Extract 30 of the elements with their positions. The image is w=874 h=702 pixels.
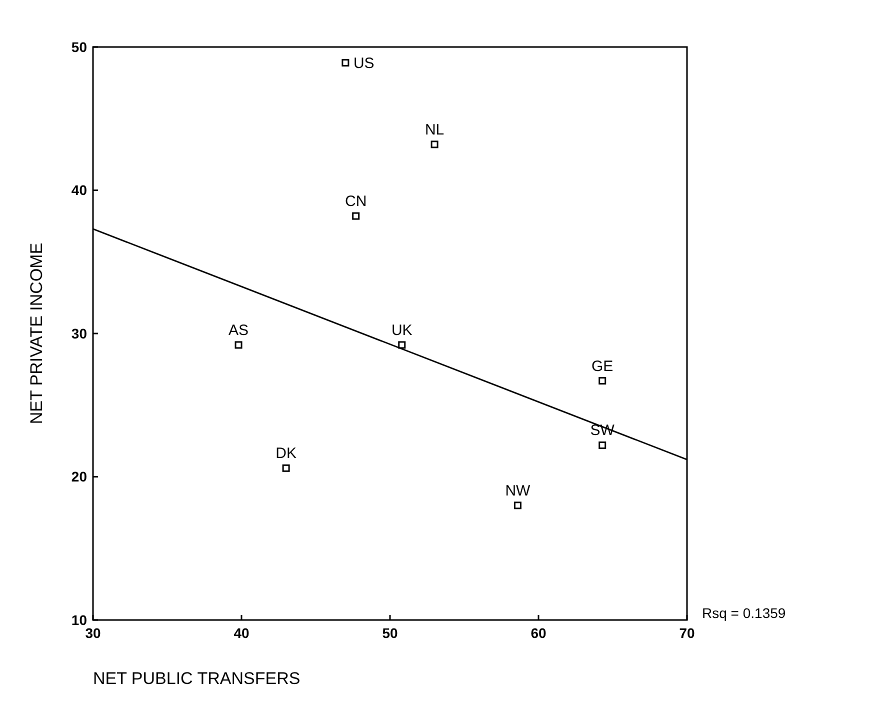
- y-tick-label: 30: [71, 325, 88, 342]
- x-tick-label: 40: [234, 625, 250, 641]
- text: Rsq = 0.1359: [702, 605, 786, 621]
- annotation: GE: [592, 358, 614, 375]
- annotation: NL: [424, 121, 444, 138]
- annotation: UK: [391, 322, 412, 339]
- annotation: NW: [505, 482, 532, 500]
- x-tick-label: 60: [530, 625, 546, 641]
- point: [282, 464, 290, 472]
- y-tick-label: 10: [71, 612, 88, 628]
- point: [430, 140, 438, 148]
- x-tick-label: 30: [85, 625, 101, 641]
- x-tick-label: 70: [679, 625, 695, 641]
- annotation: US: [353, 55, 374, 72]
- annotation: AS: [228, 322, 249, 339]
- point: [234, 341, 242, 349]
- point: [398, 341, 406, 349]
- point: [598, 441, 606, 449]
- y-tick-label: 20: [71, 468, 88, 485]
- point: [342, 59, 350, 67]
- y-tick-label: 40: [71, 182, 88, 198]
- y-tick-label: 50: [71, 38, 88, 55]
- point: [514, 502, 522, 510]
- y-axis-title: NET PRIVATE INCOME: [27, 242, 46, 424]
- annotation: CN: [345, 193, 367, 210]
- x-axis-title: NET PUBLIC TRANSFERS: [93, 669, 300, 688]
- point: [598, 377, 606, 385]
- point: [352, 212, 360, 220]
- annotation: DK: [276, 445, 296, 462]
- x-tick-label: 50: [382, 625, 398, 641]
